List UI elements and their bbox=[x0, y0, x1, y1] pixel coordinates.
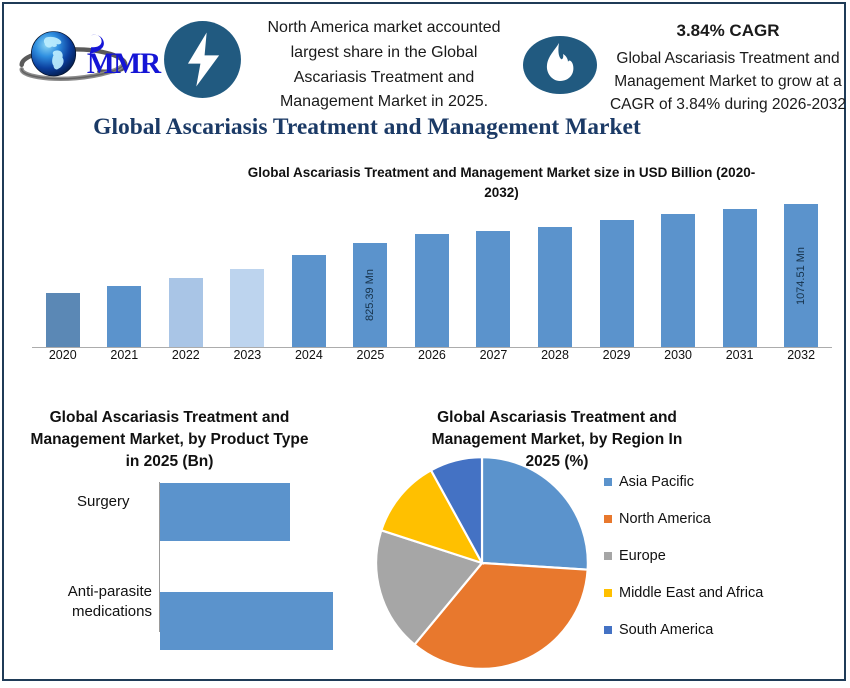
svg-text:MMR: MMR bbox=[87, 48, 162, 80]
